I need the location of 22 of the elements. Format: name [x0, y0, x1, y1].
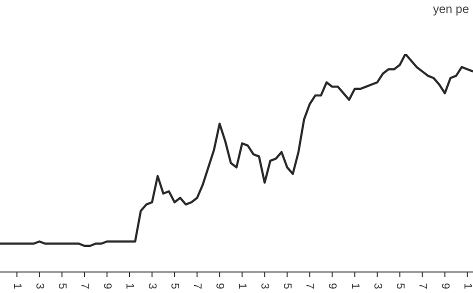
x-tick-label: 5: [56, 283, 68, 290]
x-tick-label: 1: [236, 283, 248, 290]
x-tick-label: 1: [348, 283, 361, 290]
x-tick-label: 3: [258, 283, 271, 290]
x-tick-label: 9: [100, 283, 113, 290]
x-tick-label: 1: [10, 283, 23, 290]
y-axis-title: yen pe: [432, 2, 469, 16]
x-tick-label: 7: [78, 283, 90, 290]
x-tick-label: 3: [33, 283, 46, 290]
x-tick-label: 3: [146, 283, 158, 290]
x-tick-label: 5: [168, 283, 181, 290]
x-tick-label: 3: [371, 283, 384, 290]
x-tick-label: 7: [304, 283, 316, 290]
x-tick-label: 9: [438, 283, 451, 290]
x-tick-label: 7: [416, 283, 428, 290]
x-tick-label: 7: [191, 283, 204, 290]
x-tick-label: 1: [124, 283, 136, 290]
x-tick-label: 1: [461, 283, 473, 290]
x-tick-label: 9: [326, 283, 338, 290]
x-tick-label: 5: [394, 283, 406, 290]
x-tick-label: 5: [281, 283, 294, 290]
x-tick-label: 9: [214, 283, 226, 290]
